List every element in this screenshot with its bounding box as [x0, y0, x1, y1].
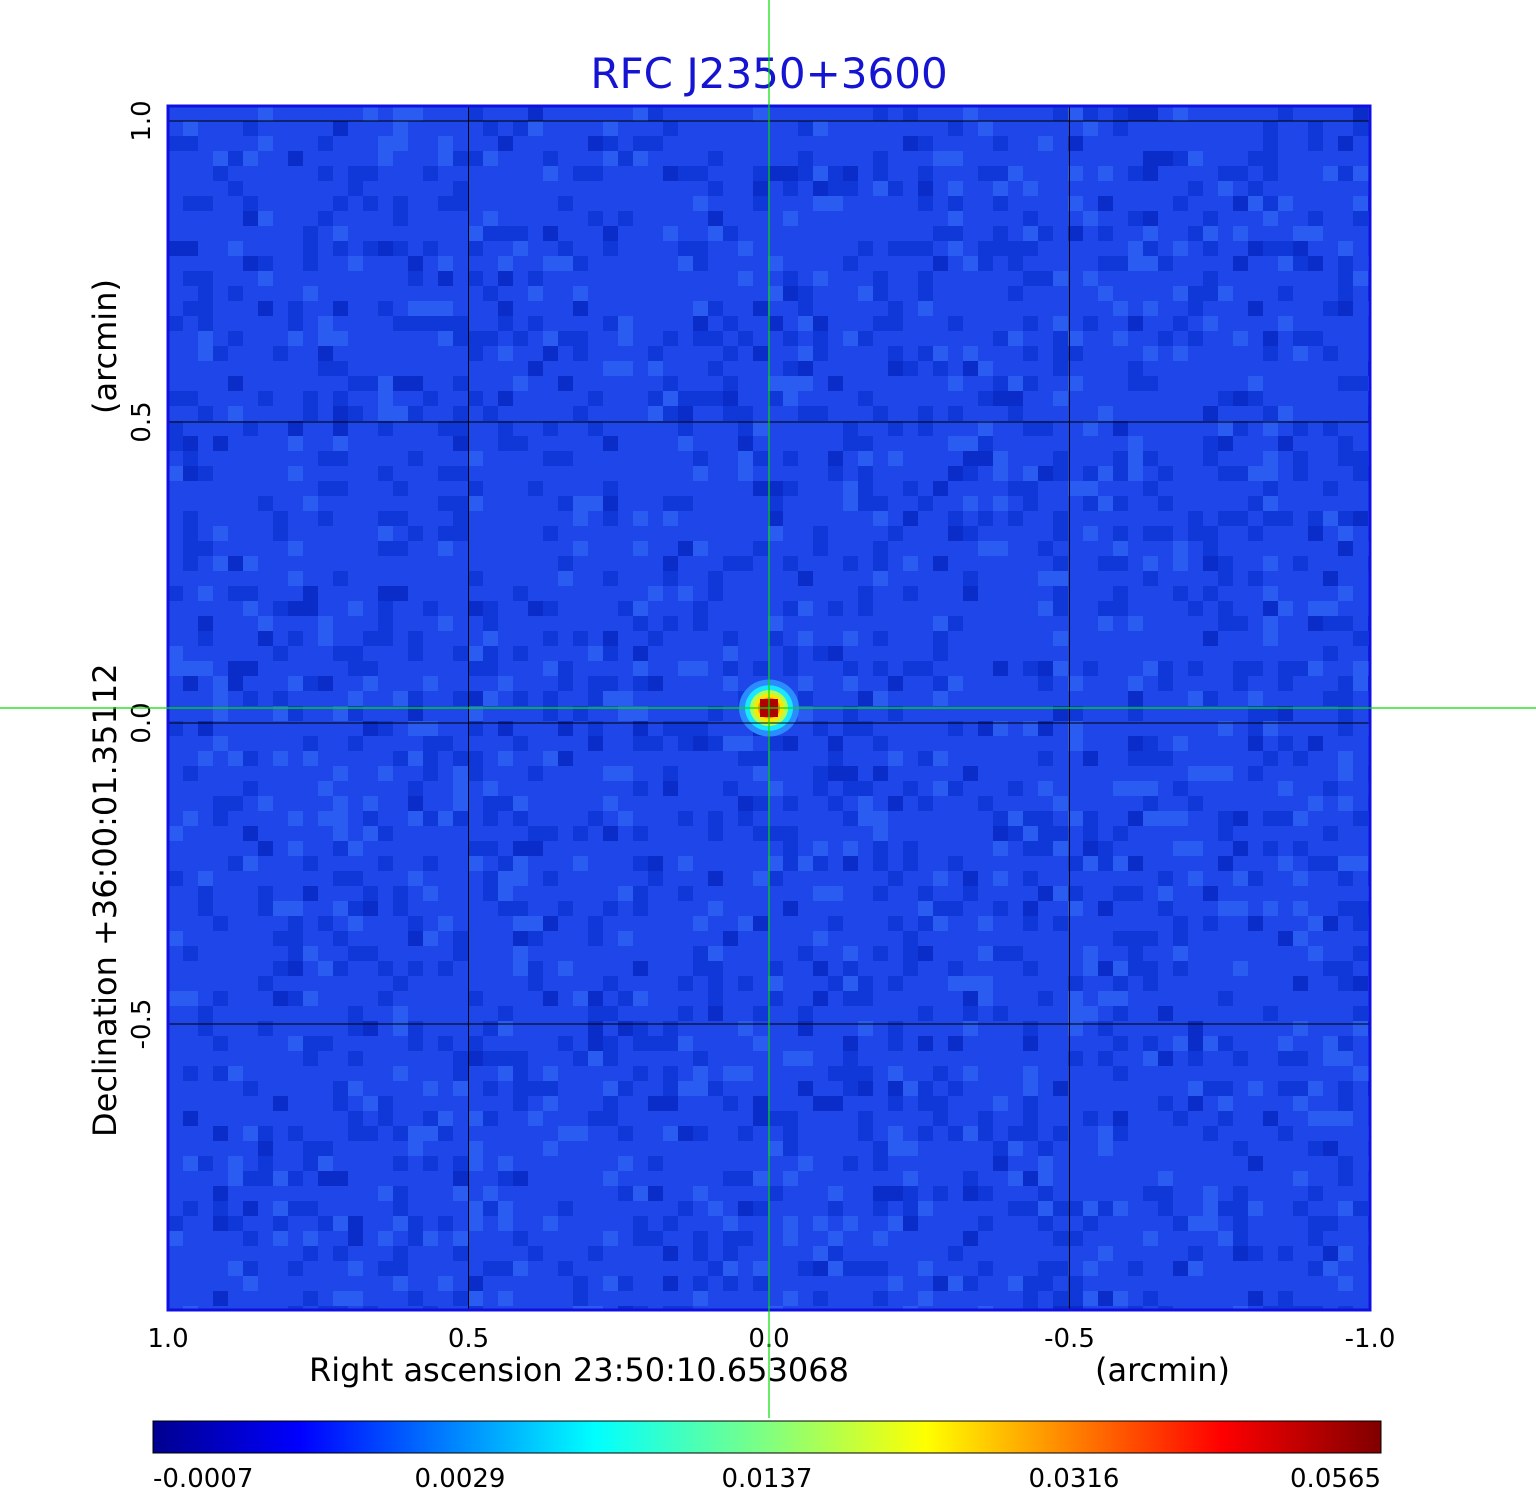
y-axis-label: Declination +36:00:01.35112: [86, 663, 124, 1137]
y-tick-label: -0.5: [127, 999, 157, 1050]
x-axis-unit: (arcmin): [1095, 1351, 1230, 1389]
x-tick-label: 0.5: [448, 1324, 489, 1354]
colorbar-tick-label: 0.0316: [1029, 1464, 1120, 1494]
colorbar-tick-label: 0.0029: [415, 1464, 506, 1494]
y-tick-label: 0.5: [127, 401, 157, 442]
x-tick-label: 1.0: [147, 1324, 188, 1354]
y-tick-label: 1.0: [127, 100, 157, 141]
colorbar: [152, 1420, 1382, 1454]
colorbar-tick-label: 0.0137: [722, 1464, 813, 1494]
y-axis-unit: (arcmin): [86, 279, 124, 414]
x-tick-label: -1.0: [1345, 1324, 1396, 1354]
plot-area: [166, 104, 1372, 1312]
colorbar-tick-label: -0.0007: [153, 1464, 253, 1494]
x-tick-label: -0.5: [1044, 1324, 1095, 1354]
y-tick-label: 0.0: [127, 702, 157, 743]
colorbar-tick-label: 0.0565: [1290, 1464, 1381, 1494]
x-axis-label: Right ascension 23:50:10.653068: [309, 1351, 849, 1389]
